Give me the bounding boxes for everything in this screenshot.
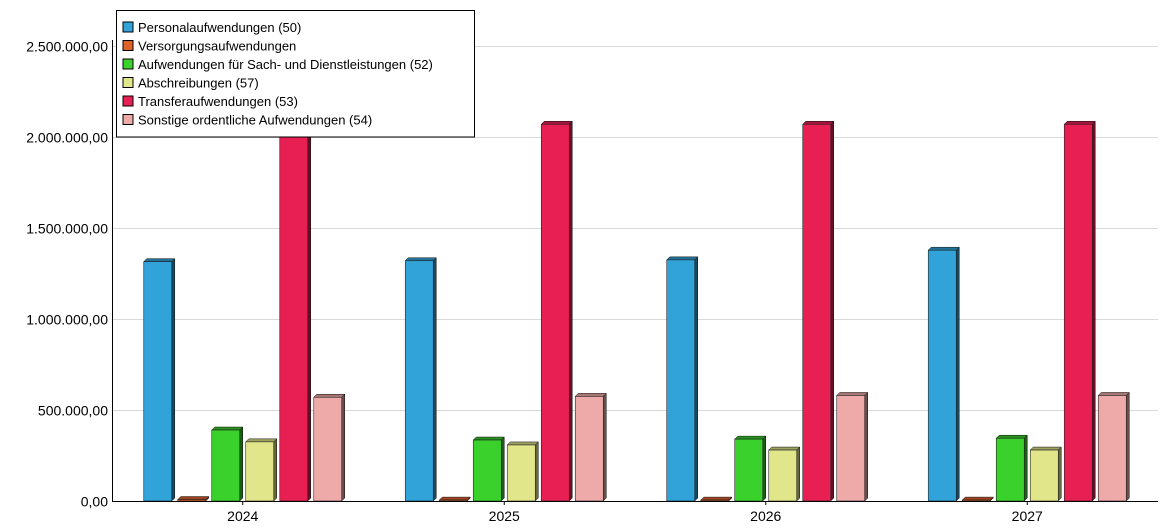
legend-swatch [122,21,134,33]
legend-swatch [122,58,134,70]
bar [438,496,471,502]
legend-swatch [122,77,134,88]
y-tick-label: 0,00 [81,494,108,510]
bar [1097,391,1130,502]
bar [666,256,699,502]
x-tick-label: 2025 [489,508,520,524]
bar [995,434,1028,502]
bar [1063,120,1096,502]
bar [279,120,312,502]
legend-label: Abschreibungen (57) [138,76,259,91]
legend-swatch [122,114,134,125]
bar [540,120,573,502]
y-tick-label: 2.500.000,00 [26,39,108,55]
legend: Personalaufwendungen (50) Versorgungsaufw… [116,10,475,138]
bar [768,446,801,502]
legend-swatch [122,95,134,107]
legend-box [116,10,475,138]
bar [734,435,767,502]
bar [927,246,960,502]
bar [700,496,733,502]
bar [506,441,539,502]
x-tick-label: 2026 [750,508,781,524]
y-tick-label: 1.500.000,00 [26,221,108,237]
bar [404,257,437,502]
legend-label: Sonstige ordentliche Aufwendungen (54) [138,113,372,128]
bar [211,426,244,502]
y-tick-label: 1.000.000,00 [26,312,108,328]
bar [574,392,607,502]
bar [836,391,869,502]
legend-label: Transferaufwendungen (53) [138,94,298,109]
axes: 0,00 500.000,00 1.000.000,00 1.500.000,00 2.… [26,39,1158,524]
bar [961,496,994,502]
bar [1029,446,1062,502]
x-tick-label: 2027 [1012,508,1043,524]
legend-label: Aufwendungen für Sach- und Dienstleistun… [138,57,433,72]
legend-label: Versorgungsaufwendungen [138,39,296,54]
legend-label: Personalaufwendungen (50) [138,20,301,35]
y-tick-label: 2.000.000,00 [26,130,108,146]
y-tick-label: 500.000,00 [38,403,108,419]
bar [177,495,210,502]
bar [143,258,176,502]
legend-swatch [122,40,134,51]
bar [802,120,835,502]
bar [472,436,505,502]
bar [245,438,278,502]
x-tick-label: 2024 [227,508,258,524]
bar [313,393,346,502]
bars [143,120,1130,502]
